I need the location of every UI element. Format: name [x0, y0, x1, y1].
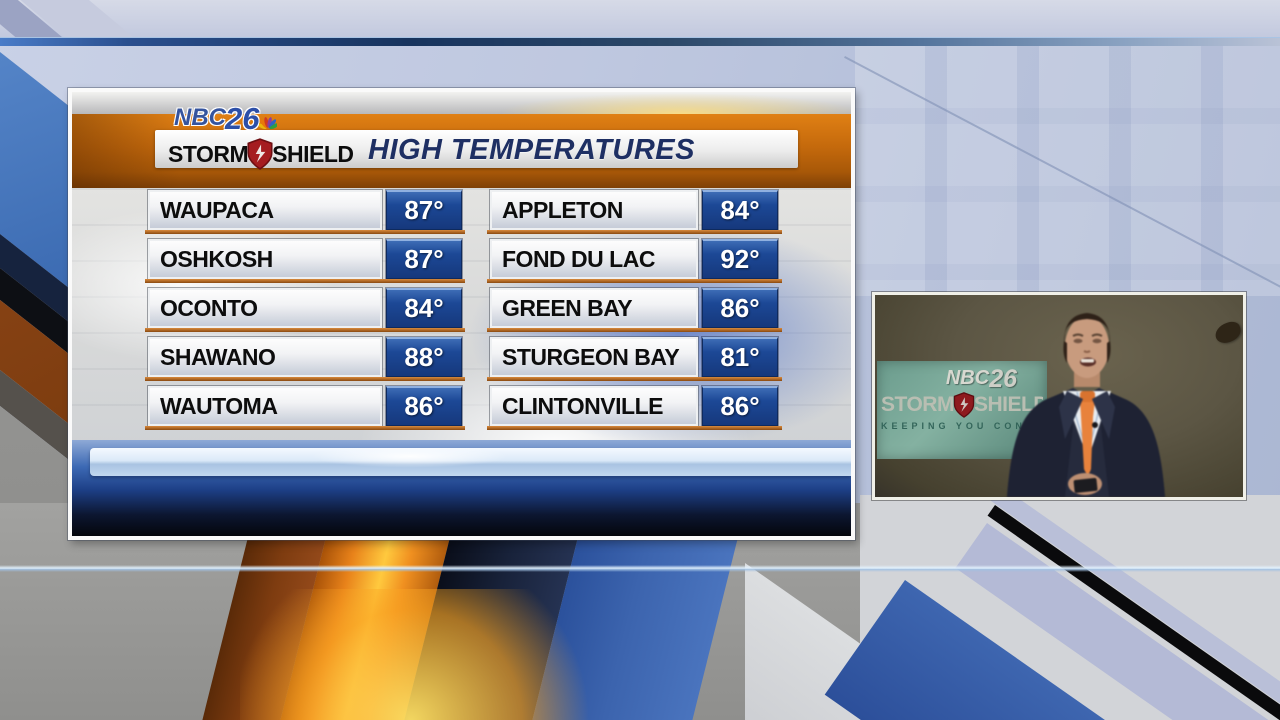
background-window-panes — [855, 46, 1280, 296]
storm-text: STORM — [881, 393, 954, 416]
city-label: STURGEON BAY — [490, 337, 698, 377]
live-video-inset: NBC 26 STORM SHIELD KEEPING YOU CON — [872, 292, 1246, 500]
table-row: WAUTOMA 86° — [145, 386, 465, 430]
storm-shield-logo: STORM SHIELD — [168, 138, 354, 170]
city-label: CLINTONVILLE — [490, 386, 698, 426]
background-top-strip — [0, 0, 1280, 44]
studio-wall-sign: NBC 26 STORM SHIELD KEEPING YOU CON — [877, 361, 1047, 459]
nbc26-logo: NBC 26 — [174, 101, 278, 136]
orange-glow — [240, 589, 620, 720]
weatherman — [1007, 313, 1165, 497]
wall-object — [1212, 319, 1243, 346]
temp-value: 86° — [702, 288, 778, 328]
city-label: WAUTOMA — [148, 386, 382, 426]
header-top-bevel — [72, 92, 851, 114]
panel-header: HIGH TEMPERATURES NBC 26 STORM SHIELD — [72, 92, 851, 188]
left-edge-stripes — [0, 44, 74, 720]
temp-value: 87° — [386, 190, 462, 230]
bottom-right-stripes — [745, 495, 1280, 720]
table-row: SHAWANO 88° — [145, 337, 465, 381]
shield-text: SHIELD — [973, 393, 1043, 416]
city-label: APPLETON — [490, 190, 698, 230]
shield-text: SHIELD — [272, 140, 354, 167]
table-row: FOND DU LAC 92° — [487, 239, 782, 283]
weather-graphic-panel: HIGH TEMPERATURES NBC 26 STORM SHIELD — [68, 88, 855, 540]
temp-value: 84° — [386, 288, 462, 328]
temp-value: 84° — [702, 190, 778, 230]
table-row: APPLETON 84° — [487, 190, 782, 234]
table-row: GREEN BAY 86° — [487, 288, 782, 332]
nbc-logo-text: NBC — [945, 367, 990, 389]
temp-value: 87° — [386, 239, 462, 279]
city-label: SHAWANO — [148, 337, 382, 377]
sign-nbc26-logo: NBC 26 — [881, 365, 1043, 393]
city-label: OSHKOSH — [148, 239, 382, 279]
sign-storm-shield: STORM SHIELD — [881, 392, 1043, 418]
temp-value: 88° — [386, 337, 462, 377]
channel-number: 26 — [989, 365, 1017, 393]
panel-bottom-gradient — [72, 440, 851, 536]
city-label: WAUPACA — [148, 190, 382, 230]
table-row: CLINTONVILLE 86° — [487, 386, 782, 430]
city-label: OCONTO — [148, 288, 382, 328]
panel-body: WAUPACA 87° OSHKOSH 87° OCONTO 84° SHAWA… — [72, 188, 851, 536]
channel-number: 26 — [225, 101, 260, 136]
city-label: GREEN BAY — [490, 288, 698, 328]
temp-value: 86° — [386, 386, 462, 426]
table-row: OCONTO 84° — [145, 288, 465, 332]
temp-value: 86° — [702, 386, 778, 426]
temp-value: 81° — [702, 337, 778, 377]
shield-icon — [953, 392, 975, 418]
temp-value: 92° — [702, 239, 778, 279]
city-label: FOND DU LAC — [490, 239, 698, 279]
glossy-bar — [90, 448, 851, 476]
sign-tagline: KEEPING YOU CON — [881, 421, 1026, 431]
nbc-logo-text: NBC — [174, 104, 226, 131]
table-row: STURGEON BAY 81° — [487, 337, 782, 381]
table-row: WAUPACA 87° — [145, 190, 465, 234]
shield-icon — [247, 138, 273, 170]
horizontal-light-line — [0, 565, 1280, 572]
page-title: HIGH TEMPERATURES — [368, 134, 695, 166]
table-row: OSHKOSH 87° — [145, 239, 465, 283]
horizontal-accent-line — [0, 37, 1280, 46]
storm-text: STORM — [168, 140, 249, 167]
peacock-icon — [259, 117, 278, 130]
